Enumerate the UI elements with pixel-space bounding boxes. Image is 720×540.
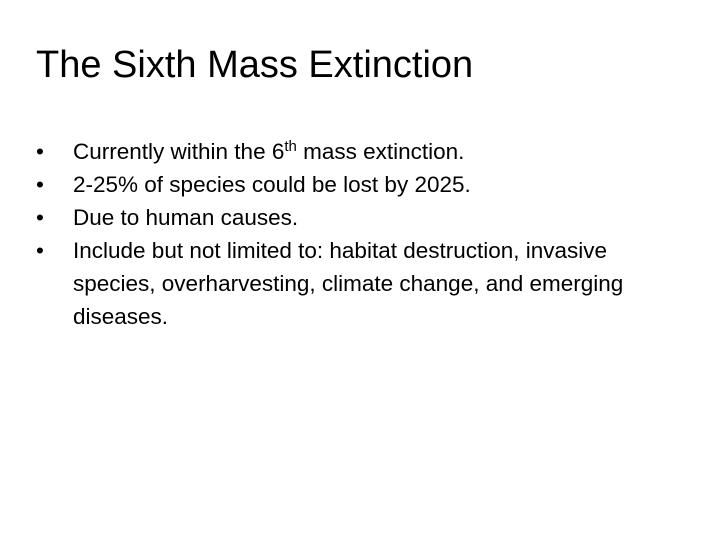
bullet-list: • Currently within the 6th mass extincti…: [36, 135, 676, 333]
bullet-item: • Include but not limited to: habitat de…: [36, 234, 676, 333]
slide-title: The Sixth Mass Extinction: [36, 44, 474, 86]
bullet-dot-icon: •: [36, 238, 44, 263]
bullet-dot-icon: •: [36, 139, 44, 164]
bullet-item: • Due to human causes.: [36, 201, 676, 234]
bullet-text: 2-25% of species could be lost by 2025.: [73, 172, 471, 197]
bullet-text: Due to human causes.: [73, 205, 299, 230]
bullet-dot-icon: •: [36, 172, 44, 197]
bullet-text-before: Currently within the 6: [73, 139, 285, 164]
bullet-item: • Currently within the 6th mass extincti…: [36, 135, 676, 168]
bullet-item: • 2-25% of species could be lost by 2025…: [36, 168, 676, 201]
bullet-text-after: mass extinction.: [296, 139, 465, 164]
bullet-text: Include but not limited to: habitat dest…: [73, 238, 624, 329]
bullet-text: Currently within the 6th mass extinction…: [73, 139, 464, 164]
bullet-dot-icon: •: [36, 205, 44, 230]
bullet-superscript: th: [284, 138, 297, 155]
